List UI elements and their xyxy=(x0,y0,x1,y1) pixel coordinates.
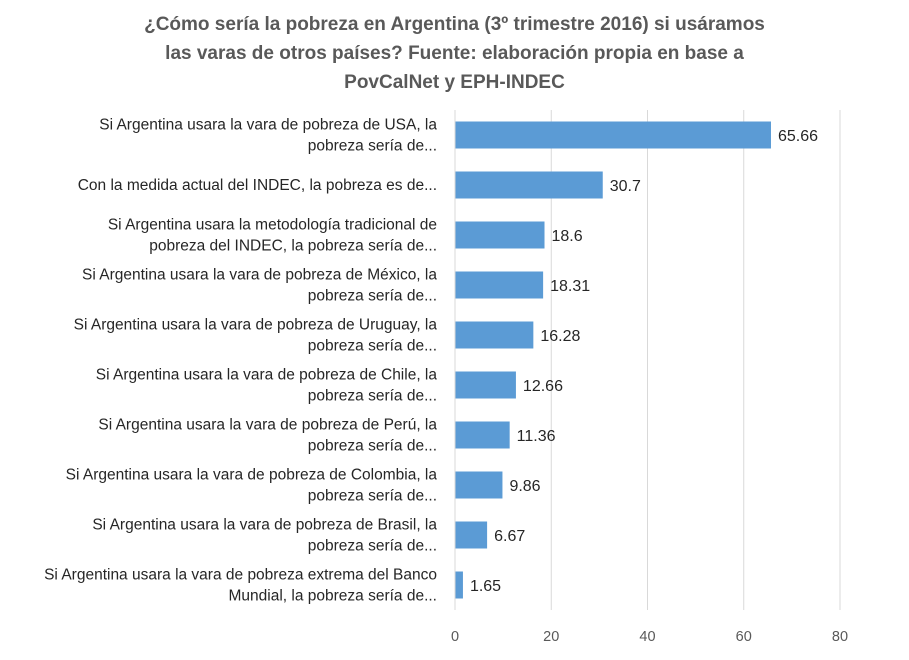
bar-9 xyxy=(455,571,463,599)
value-label-9: 1.65 xyxy=(470,578,501,595)
bar-4 xyxy=(455,321,534,349)
x-tick-label-0: 0 xyxy=(451,629,459,645)
bar-3 xyxy=(455,271,544,299)
category-label-9-line-1: Mundial, la pobreza sería de... xyxy=(228,588,437,605)
category-label-3-line-1: pobreza sería de... xyxy=(308,288,437,305)
category-label-2-line-0: Si Argentina usara la metodología tradic… xyxy=(108,217,437,234)
category-label-9-line-0: Si Argentina usara la vara de pobreza ex… xyxy=(44,567,437,584)
category-label-0-line-0: Si Argentina usara la vara de pobreza de… xyxy=(99,117,437,134)
value-label-3: 18.31 xyxy=(550,278,590,295)
category-label-8-line-1: pobreza sería de... xyxy=(308,538,437,555)
category-label-2-line-1: pobreza del INDEC, la pobreza sería de..… xyxy=(149,238,437,255)
category-label-5-line-0: Si Argentina usara la vara de pobreza de… xyxy=(96,367,438,384)
x-tick-label-20: 20 xyxy=(543,629,559,645)
bar-6 xyxy=(455,421,510,449)
chart-title-line-1: ¿Cómo sería la pobreza en Argentina (3º … xyxy=(144,14,765,35)
category-label-7-line-1: pobreza sería de... xyxy=(308,488,437,505)
chart-title-line-2: las varas de otros países? Fuente: elabo… xyxy=(165,43,744,64)
value-label-5: 12.66 xyxy=(523,378,563,395)
chart-title-line-3: PovCalNet y EPH-INDEC xyxy=(344,72,565,93)
bar-7 xyxy=(455,471,503,499)
category-label-5-line-1: pobreza sería de... xyxy=(308,388,437,405)
value-label-7: 9.86 xyxy=(509,478,540,495)
value-label-2: 18.6 xyxy=(552,228,583,245)
bar-0 xyxy=(455,121,771,149)
value-label-1: 30.7 xyxy=(610,178,641,195)
x-tick-label-60: 60 xyxy=(736,629,752,645)
bar-8 xyxy=(455,521,488,549)
category-label-3-line-0: Si Argentina usara la vara de pobreza de… xyxy=(82,267,437,284)
x-tick-label-40: 40 xyxy=(639,629,655,645)
category-label-6-line-1: pobreza sería de... xyxy=(308,438,437,455)
x-tick-label-80: 80 xyxy=(832,629,848,645)
category-label-4-line-0: Si Argentina usara la vara de pobreza de… xyxy=(74,317,438,334)
category-label-7-line-0: Si Argentina usara la vara de pobreza de… xyxy=(66,467,438,484)
bar-1 xyxy=(455,171,603,199)
value-label-8: 6.67 xyxy=(494,528,525,545)
category-label-1-line-0: Con la medida actual del INDEC, la pobre… xyxy=(78,177,437,194)
category-label-4-line-1: pobreza sería de... xyxy=(308,338,437,355)
category-label-8-line-0: Si Argentina usara la vara de pobreza de… xyxy=(92,517,437,534)
value-label-4: 16.28 xyxy=(540,328,580,345)
category-label-6-line-0: Si Argentina usara la vara de pobreza de… xyxy=(98,417,437,434)
bar-5 xyxy=(455,371,516,399)
category-label-0-line-1: pobreza sería de... xyxy=(308,138,437,155)
chart-title: ¿Cómo sería la pobreza en Argentina (3º … xyxy=(0,10,909,97)
value-label-6: 11.36 xyxy=(517,428,556,445)
value-label-0: 65.66 xyxy=(778,128,818,145)
bar-2 xyxy=(455,221,545,249)
